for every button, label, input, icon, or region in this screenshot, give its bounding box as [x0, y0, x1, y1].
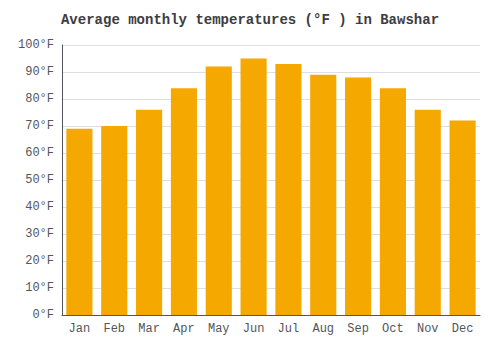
svg-text:60°F: 60°F	[25, 146, 54, 160]
svg-text:Feb: Feb	[103, 322, 125, 336]
svg-text:20°F: 20°F	[25, 254, 54, 268]
svg-text:Jan: Jan	[69, 322, 91, 336]
svg-text:40°F: 40°F	[25, 200, 54, 214]
svg-text:Dec: Dec	[452, 322, 474, 336]
svg-text:50°F: 50°F	[25, 173, 54, 187]
svg-text:30°F: 30°F	[25, 227, 54, 241]
svg-text:Average monthly temperatures (: Average monthly temperatures (°F ) in Ba…	[61, 12, 439, 28]
svg-text:0°F: 0°F	[32, 308, 54, 322]
svg-text:May: May	[208, 322, 230, 336]
svg-text:Mar: Mar	[138, 322, 160, 336]
svg-text:Apr: Apr	[173, 322, 195, 336]
svg-text:80°F: 80°F	[25, 92, 54, 106]
svg-text:10°F: 10°F	[25, 281, 54, 295]
svg-text:Aug: Aug	[312, 322, 334, 336]
svg-text:100°F: 100°F	[18, 38, 54, 52]
svg-text:90°F: 90°F	[25, 65, 54, 79]
svg-text:70°F: 70°F	[25, 119, 54, 133]
svg-text:Sep: Sep	[347, 322, 369, 336]
svg-text:Oct: Oct	[382, 322, 404, 336]
svg-text:Jun: Jun	[243, 322, 265, 336]
svg-text:Nov: Nov	[417, 322, 439, 336]
svg-text:Jul: Jul	[278, 322, 300, 336]
